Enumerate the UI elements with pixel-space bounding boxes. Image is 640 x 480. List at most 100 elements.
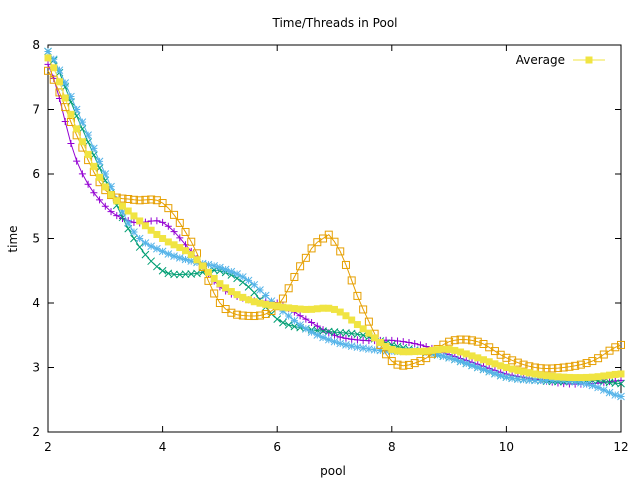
y-tick-label: 6 <box>32 167 40 181</box>
series-1-point <box>181 270 190 279</box>
series-4-point <box>399 348 407 356</box>
series-3-point <box>548 364 557 373</box>
series-2-point <box>67 92 75 101</box>
series-4-point <box>371 334 379 342</box>
series-3-point <box>617 340 625 349</box>
series-3-point <box>124 195 133 204</box>
series-4-point <box>262 300 270 308</box>
series-3-point <box>410 359 419 368</box>
series-0-point <box>331 331 338 339</box>
series-3-point <box>404 360 413 369</box>
series-4-point <box>290 305 298 313</box>
series-3-point <box>588 357 597 366</box>
series-4-point <box>279 303 287 311</box>
series-4-point <box>170 241 178 249</box>
series-2-point <box>256 286 264 294</box>
series-3-point <box>238 311 247 320</box>
series-3-point <box>364 317 373 326</box>
series-4-point <box>233 291 241 299</box>
series-3-point <box>278 294 287 303</box>
series-3-point <box>324 230 333 239</box>
series-3-point <box>152 196 161 205</box>
series-4-point <box>273 302 281 310</box>
series-1-point <box>617 379 625 388</box>
series-4-point <box>571 374 579 382</box>
series-2-point <box>542 376 551 385</box>
series-2-point <box>370 345 379 354</box>
series-0-point <box>101 202 109 210</box>
series-2-point <box>491 369 499 378</box>
series-4-point <box>348 316 356 324</box>
series-0-point <box>325 329 333 337</box>
series-4-point <box>565 373 573 381</box>
series-1-point <box>158 266 167 275</box>
series-4-point <box>382 342 390 350</box>
series-4-point <box>445 345 453 353</box>
series-2-point <box>233 270 241 278</box>
series-4-point <box>61 94 69 102</box>
series-0-point <box>84 180 92 188</box>
series-4-point <box>84 150 92 158</box>
series-0-point <box>308 319 316 327</box>
series-3-point <box>210 289 219 298</box>
series-2-point <box>170 252 178 260</box>
series-4-point <box>617 370 625 378</box>
series-3-point <box>244 311 253 320</box>
series-3-point <box>611 343 620 352</box>
series-0-point <box>159 218 167 226</box>
series-4-point <box>44 54 52 62</box>
series-4-point <box>187 251 195 259</box>
series-4-point <box>136 217 144 225</box>
series-2-point <box>95 157 104 166</box>
series-4-point <box>548 372 556 380</box>
series-3-point <box>141 195 150 204</box>
series-2-point <box>536 376 545 385</box>
series-3-point <box>456 335 465 344</box>
series-2-point <box>353 343 362 352</box>
series-1-point <box>175 270 184 279</box>
series-1-point <box>141 250 150 259</box>
series-3-point <box>181 227 190 236</box>
series-4-point <box>113 197 121 205</box>
series-2-point <box>450 355 459 364</box>
series-0-point <box>107 208 115 216</box>
series-4-point <box>331 305 338 313</box>
series-3-point <box>296 262 305 271</box>
series-4-point <box>199 262 207 270</box>
series-4-point <box>583 373 591 381</box>
series-2-point <box>55 66 64 75</box>
series-0-point <box>170 228 178 236</box>
series-3-point <box>336 247 345 256</box>
series-2-point <box>330 337 339 346</box>
series-4-point <box>50 64 58 72</box>
series-3-point <box>330 237 339 246</box>
series-4-point <box>313 305 321 313</box>
chart-title: Time/Threads in Pool <box>271 16 397 30</box>
x-tick-label: 8 <box>388 440 396 454</box>
series-2-point <box>468 361 476 370</box>
series-2-point <box>462 359 471 368</box>
series-2-point <box>153 244 161 253</box>
series-2-point <box>336 339 345 348</box>
legend-marker-average <box>585 56 593 64</box>
series-3-point <box>513 358 522 367</box>
series-2-point <box>181 255 190 264</box>
series-3-point <box>519 360 528 369</box>
x-tick-label: 10 <box>499 440 514 454</box>
series-4-point <box>422 347 430 355</box>
series-0-point <box>176 234 184 242</box>
series-2-point <box>324 335 333 344</box>
series-4-point <box>606 371 614 379</box>
series-4-point <box>428 346 436 354</box>
series-3-point <box>422 354 431 363</box>
series-3-point <box>284 284 293 293</box>
series-3-point <box>399 361 408 370</box>
series-0-point <box>353 336 361 344</box>
y-tick-label: 5 <box>32 232 40 246</box>
series-4-point <box>193 256 201 264</box>
series-4-point <box>508 365 516 373</box>
series-2-point <box>479 365 488 374</box>
series-3-point <box>256 311 265 320</box>
series-0-point <box>96 196 104 204</box>
